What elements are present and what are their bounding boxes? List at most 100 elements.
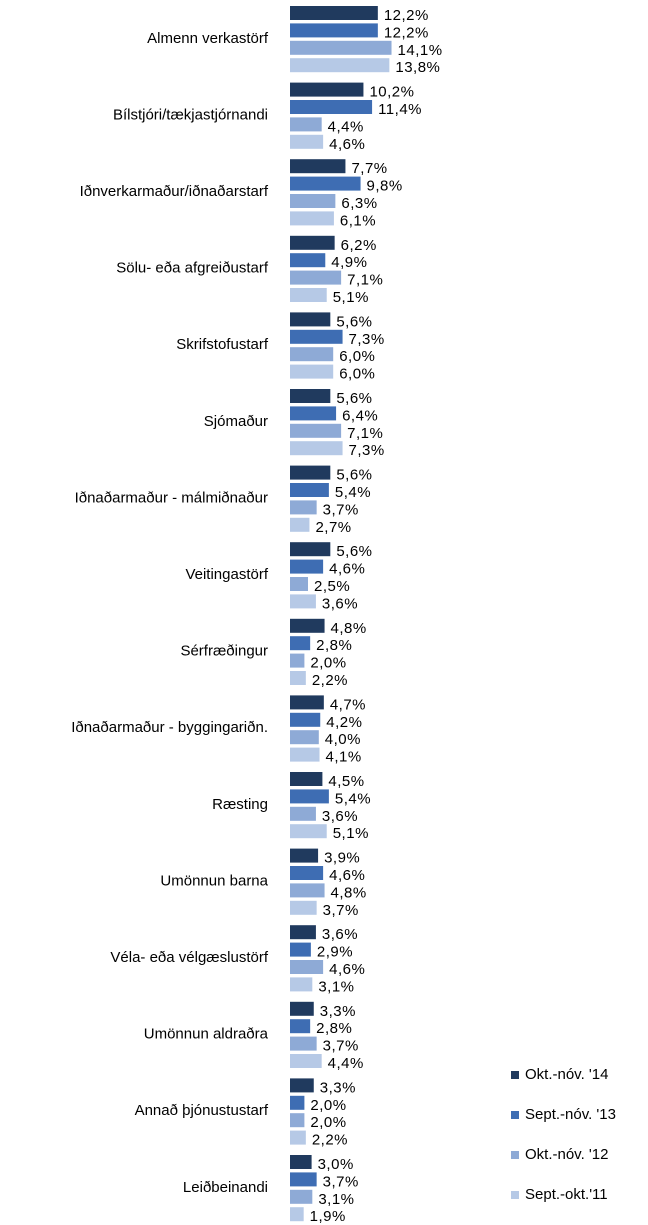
legend-swatch — [511, 1191, 519, 1199]
legend-label: Sept.-okt.'11 — [525, 1186, 608, 1203]
bar — [290, 730, 319, 745]
bar — [290, 329, 343, 344]
value-label: 5,6% — [336, 390, 372, 407]
value-label: 3,1% — [318, 1191, 354, 1208]
bar — [290, 1189, 313, 1204]
bar — [290, 848, 319, 863]
category-label: Véla- eða vélgæslustörf — [110, 949, 268, 966]
value-label: 9,8% — [367, 178, 403, 195]
bar — [290, 176, 361, 191]
value-label: 7,1% — [347, 425, 383, 442]
bar — [290, 406, 337, 421]
bar — [290, 542, 331, 557]
bar — [290, 159, 346, 174]
value-label: 3,3% — [320, 1003, 356, 1020]
bar — [290, 500, 317, 515]
bar — [290, 695, 324, 710]
bar — [290, 942, 311, 957]
category-label: Sérfræðingur — [180, 643, 268, 660]
value-label: 13,8% — [395, 59, 440, 76]
category-label: Skrifstofustarf — [176, 336, 269, 353]
value-label: 4,1% — [326, 749, 362, 766]
category-label: Leiðbeinandi — [183, 1179, 268, 1196]
value-label: 3,7% — [323, 1173, 359, 1190]
bar — [290, 1078, 314, 1093]
bar — [290, 977, 313, 992]
bar — [290, 312, 331, 327]
bar — [290, 23, 378, 38]
value-label: 12,2% — [384, 24, 429, 41]
value-label: 5,6% — [336, 467, 372, 484]
value-label: 4,8% — [331, 620, 367, 637]
legend-swatch — [511, 1151, 519, 1159]
value-label: 4,6% — [329, 561, 365, 578]
bar — [290, 1113, 305, 1128]
category-label: Iðnaðarmaður - málmiðnaður — [75, 489, 268, 506]
bar — [290, 960, 324, 974]
value-label: 4,4% — [328, 1055, 364, 1072]
bar — [290, 594, 316, 609]
bar — [290, 618, 325, 633]
value-label: 6,2% — [341, 237, 377, 254]
bar — [290, 1130, 306, 1145]
value-label: 3,6% — [322, 926, 358, 943]
value-label: 5,6% — [336, 313, 372, 330]
value-label: 2,8% — [316, 1020, 352, 1037]
value-label: 2,7% — [315, 519, 351, 536]
category-label: Bílstjóri/tækjastjórnandi — [113, 106, 268, 123]
bar — [290, 747, 320, 762]
category-label: Iðnverkarmaður/iðnaðarstarf — [80, 183, 269, 200]
bar — [290, 1207, 304, 1222]
value-label: 4,0% — [325, 731, 361, 748]
category-label: Umönnun barna — [160, 872, 268, 889]
bar — [290, 194, 336, 208]
bar — [290, 671, 306, 685]
value-label: 6,0% — [339, 348, 375, 365]
bar — [290, 253, 326, 268]
bar — [290, 1095, 305, 1110]
category-label: Umönnun aldraðra — [144, 1026, 269, 1043]
value-label: 2,2% — [312, 1132, 348, 1149]
value-label: 10,2% — [369, 84, 414, 101]
bar — [290, 40, 392, 55]
value-label: 4,8% — [331, 884, 367, 901]
bar — [290, 270, 342, 285]
value-label: 3,0% — [318, 1156, 354, 1173]
value-label: 2,8% — [316, 637, 352, 654]
value-label: 6,3% — [341, 195, 377, 212]
category-label: Veitingastörf — [185, 566, 268, 583]
bar — [290, 100, 373, 114]
bar — [290, 559, 324, 574]
value-label: 7,1% — [347, 272, 383, 289]
legend-label: Okt.-nóv. '14 — [525, 1066, 608, 1083]
bar — [290, 712, 321, 727]
value-label: 4,4% — [328, 118, 364, 135]
bar — [290, 134, 324, 149]
value-label: 4,5% — [328, 773, 364, 790]
bar — [290, 653, 305, 668]
bar — [290, 925, 316, 940]
value-label: 7,3% — [349, 331, 385, 348]
bar — [290, 347, 334, 362]
bar — [290, 772, 323, 786]
bar — [290, 364, 334, 379]
bar — [290, 517, 310, 532]
value-label: 6,0% — [339, 366, 375, 383]
value-label: 5,4% — [335, 484, 371, 501]
bar — [290, 465, 331, 480]
legend-swatch — [511, 1111, 519, 1119]
bar — [290, 441, 343, 456]
category-label: Iðnaðarmaður - byggingariðn. — [71, 719, 268, 736]
value-label: 3,1% — [318, 978, 354, 995]
bar — [290, 900, 317, 915]
bar — [290, 806, 316, 821]
value-label: 6,4% — [342, 407, 378, 424]
value-label: 5,1% — [333, 825, 369, 842]
value-label: 4,6% — [329, 867, 365, 884]
bar — [290, 636, 311, 651]
value-label: 2,9% — [317, 944, 353, 961]
value-label: 4,6% — [329, 961, 365, 978]
bar — [290, 288, 327, 302]
bar — [290, 235, 335, 250]
